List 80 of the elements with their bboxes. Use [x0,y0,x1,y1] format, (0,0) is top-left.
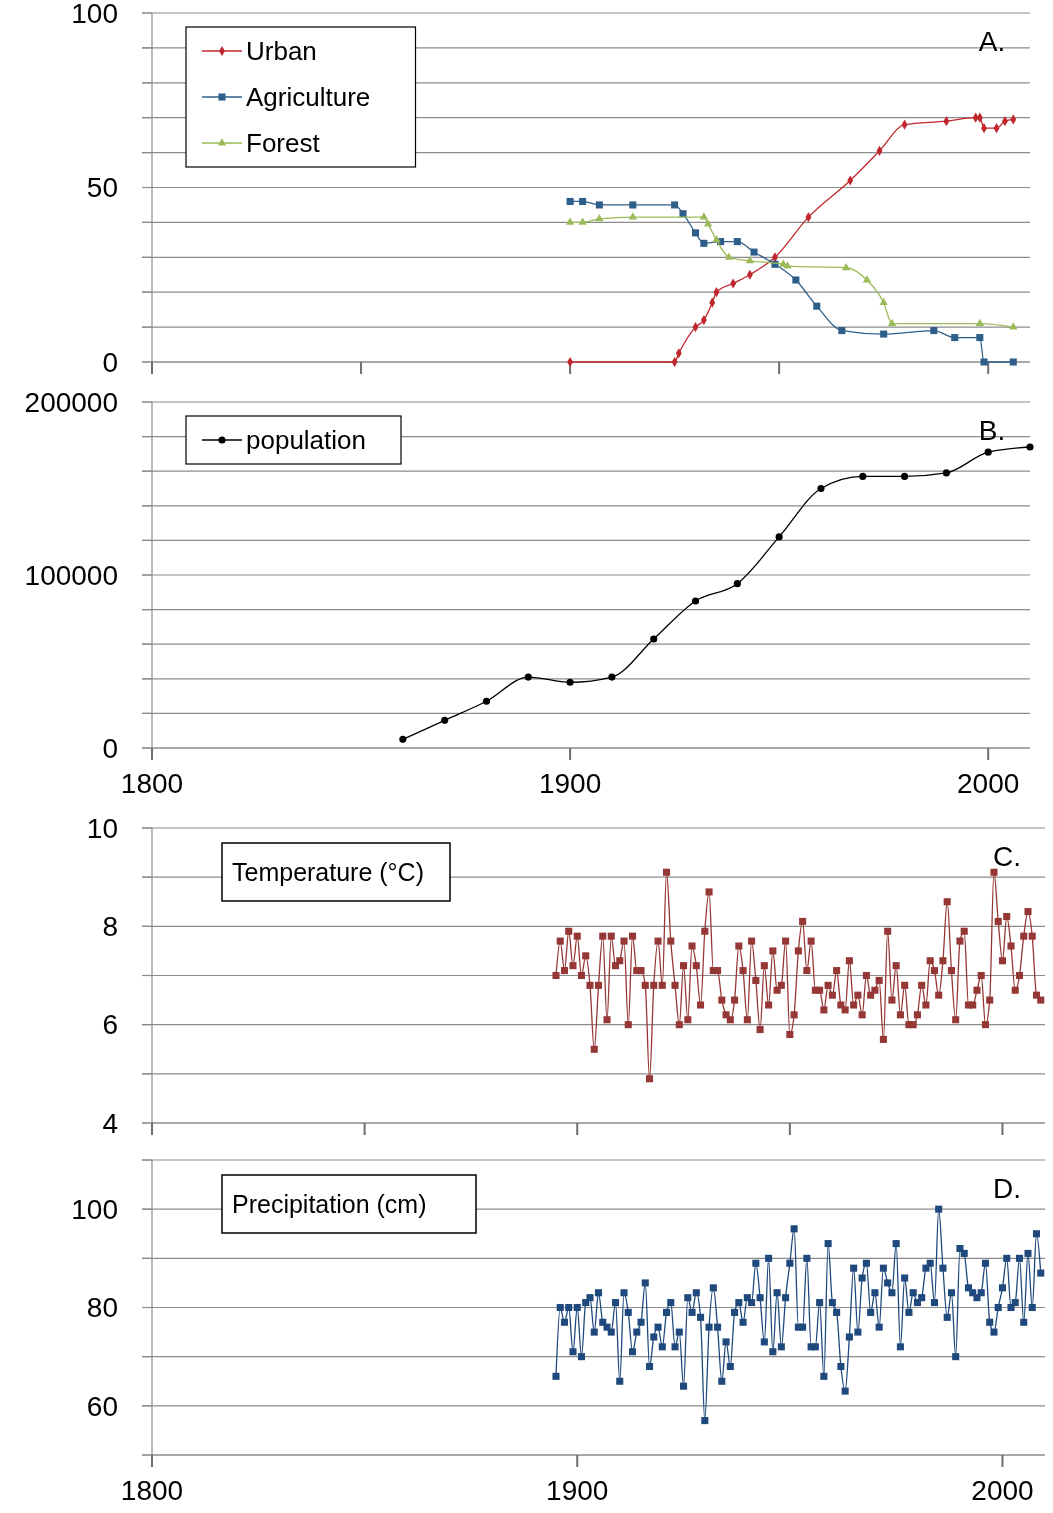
point [679,210,687,218]
point [859,472,867,480]
y-tick-label: 60 [86,1390,118,1422]
y-tick-label: 80 [86,1292,118,1324]
point [733,580,741,588]
point [901,472,909,480]
point [745,255,755,264]
point [608,673,616,681]
x-tick-label: 1900 [538,768,602,799]
point [565,217,575,225]
y-tick-label: 200000 [24,386,118,418]
y-tick-label: 0 [102,346,118,378]
point [862,275,872,283]
point [595,214,604,222]
text: D. [993,1173,1021,1204]
point [566,197,574,205]
point [1009,322,1018,330]
point [524,673,532,681]
y-tick-label: 100 [71,1193,118,1225]
point [841,262,851,271]
point [629,201,637,209]
point [942,469,950,477]
legend-label: population [246,425,366,456]
point [750,248,758,256]
point [671,201,679,209]
point [879,297,888,306]
point [817,484,825,493]
point [733,238,741,246]
y-tick-label: 6 [102,1009,118,1041]
point [628,212,637,220]
legend-label: Agriculture [246,82,371,113]
point [699,212,709,220]
text: C. [993,841,1021,872]
point [691,229,700,237]
point [980,358,988,366]
annotation: Precipitation (cm) [232,1189,427,1218]
point [595,201,603,209]
point [650,635,658,643]
x-tick-label: 2000 [957,768,1020,799]
annotation: Temperature (°C) [232,857,424,886]
legend-label: Urban [246,36,317,67]
y-tick-label: 100000 [24,559,118,591]
y-tick-label: 100 [71,0,118,29]
point [399,735,407,743]
point [441,716,449,724]
y-tick-label: 50 [86,172,118,204]
point [566,678,574,686]
point [712,235,721,243]
text: B. [978,415,1006,446]
point [1026,443,1034,451]
point [887,318,897,327]
point [482,697,491,705]
point [703,219,713,227]
point [579,197,587,205]
point [880,330,888,338]
x-tick-label: 2000 [971,1475,1034,1506]
y-tick-label: 4 [102,1107,118,1139]
y-tick-label: 10 [86,812,118,844]
y-tick-label: 0 [102,732,118,764]
text: A. [978,26,1006,57]
point [975,318,984,327]
legend-label: Forest [246,128,321,159]
x-tick-label: 1800 [120,768,184,799]
point [984,448,992,456]
point [930,327,938,335]
point [700,239,708,247]
point [578,217,587,225]
x-tick-label: 1900 [546,1475,609,1506]
point [951,334,959,342]
point [813,302,821,310]
point [724,252,734,260]
x-tick-label: 1800 [120,1475,184,1506]
point [1009,358,1017,366]
point [775,533,783,541]
y-tick-label: 8 [102,911,118,943]
point [976,334,984,342]
point [783,261,792,269]
point [838,327,846,335]
point [792,276,800,284]
point [691,597,700,605]
